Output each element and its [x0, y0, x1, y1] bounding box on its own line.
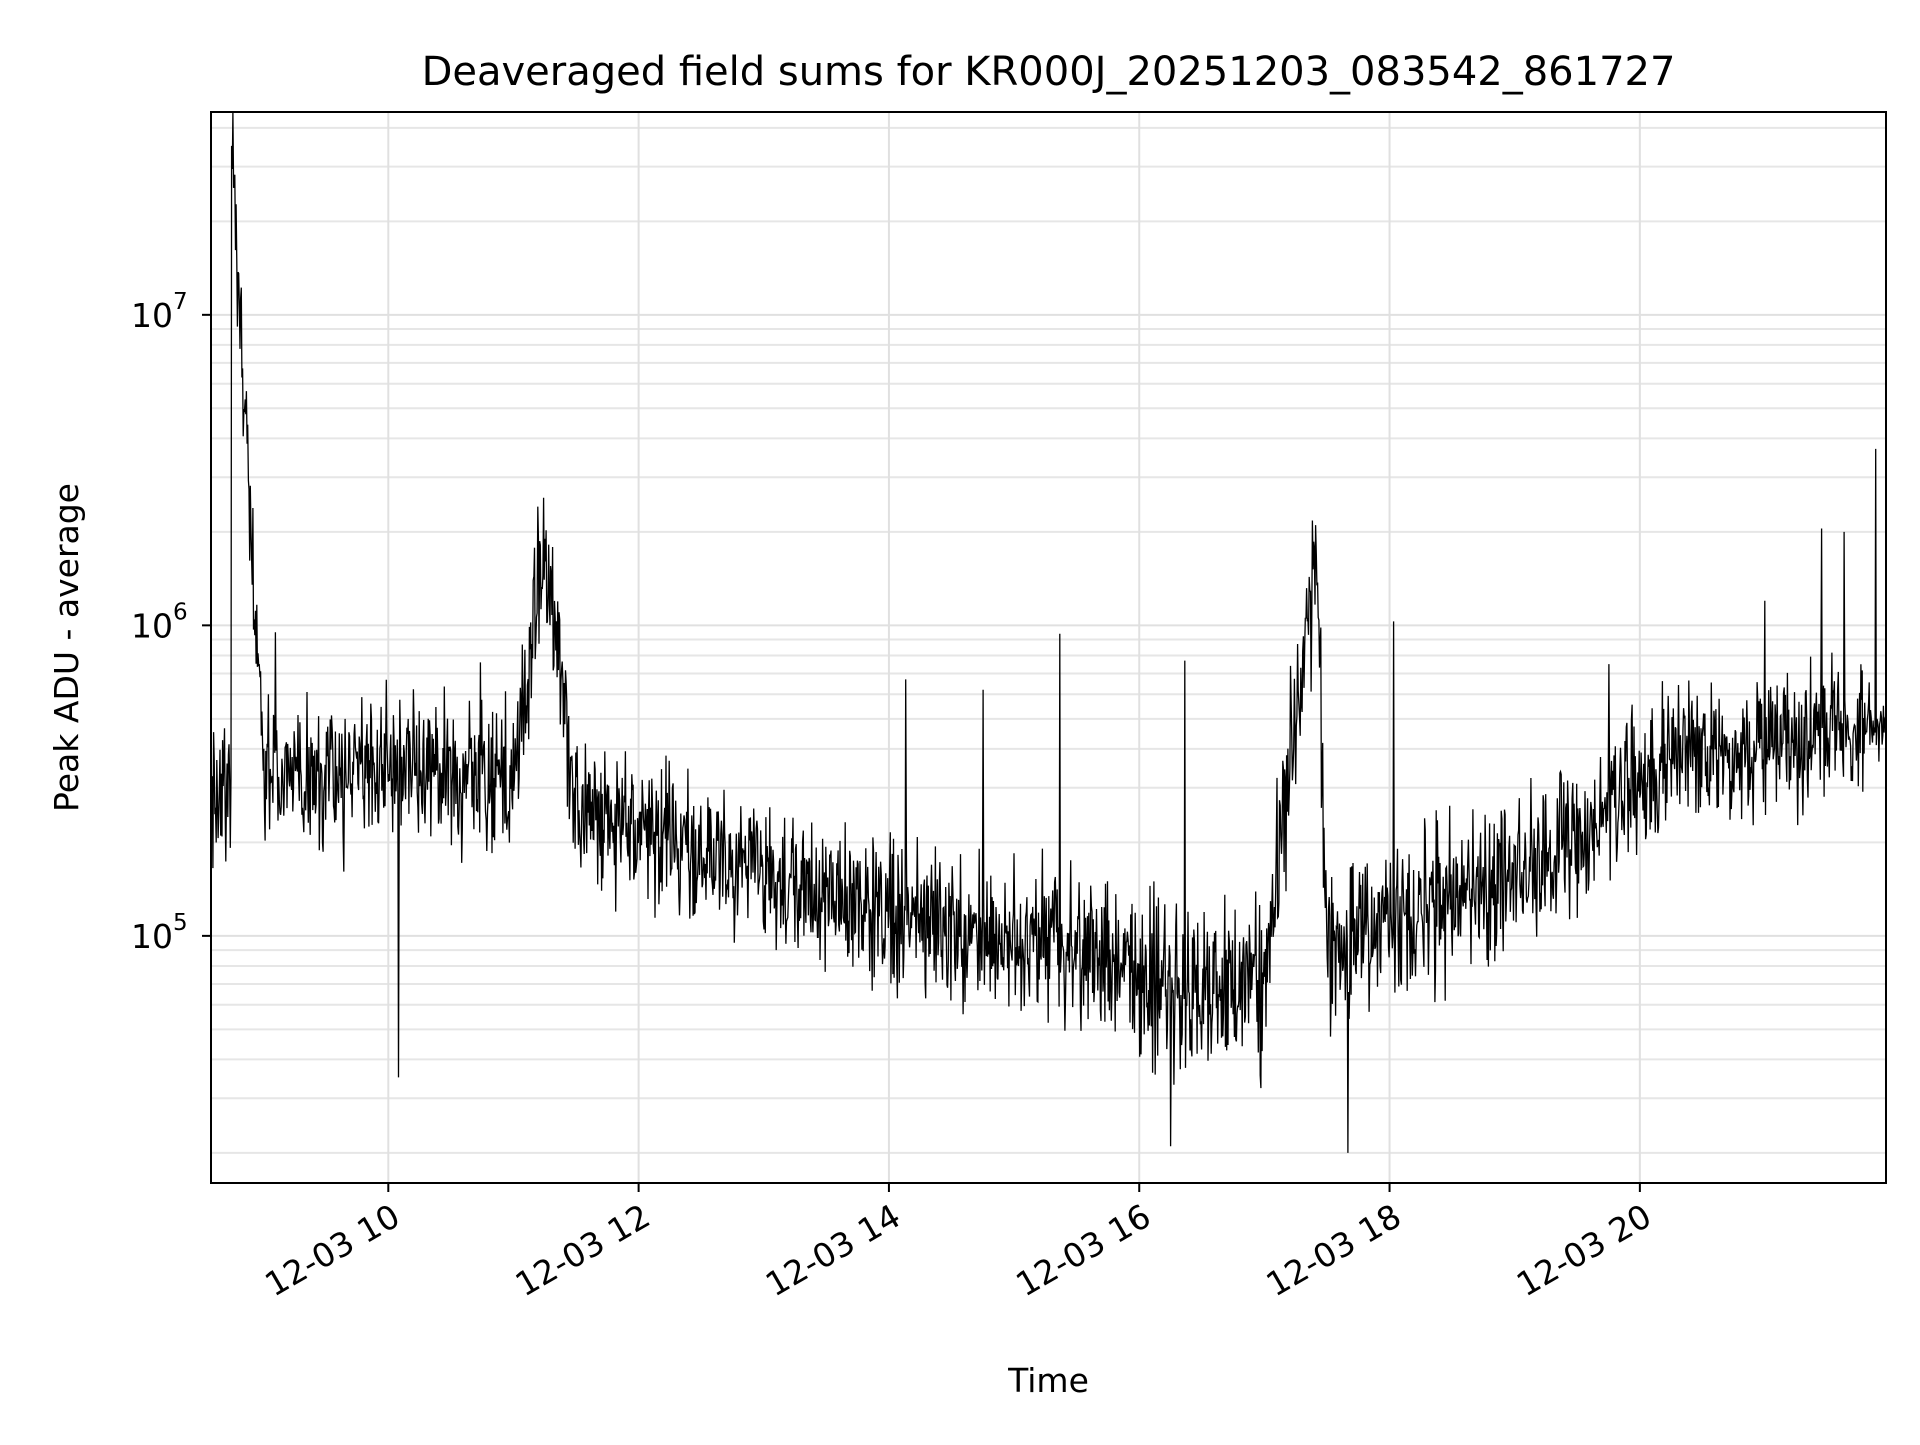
y-tick-label: 10 — [131, 917, 173, 956]
minor-gridlines — [211, 126, 1886, 1154]
y-tick-exponent: 5 — [173, 910, 188, 936]
y-tick-exponent: 7 — [173, 289, 188, 315]
series-layer — [210, 111, 1887, 1153]
y-tick-label: 10 — [131, 296, 173, 335]
y-tick-label: 10 — [131, 606, 173, 645]
x-axis-label: Time — [1007, 1361, 1089, 1400]
series-line — [210, 111, 1887, 1153]
y-tick-exponent: 6 — [173, 599, 188, 625]
y-axis-label: Peak ADU - average — [47, 483, 86, 812]
plot-area-frame — [210, 111, 1887, 1184]
chart-title: Deaveraged field sums for KR000J_2025120… — [422, 49, 1676, 95]
